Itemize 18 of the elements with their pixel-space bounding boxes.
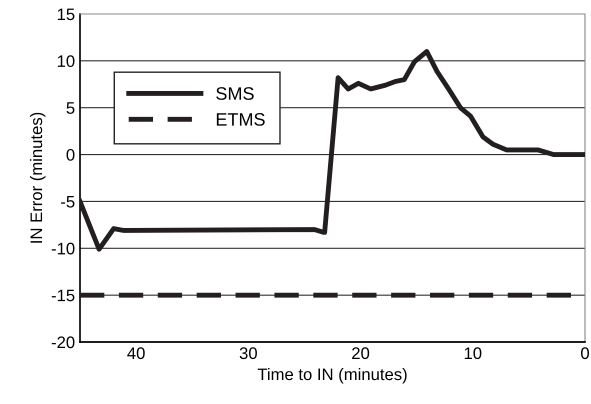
y-tick-label: -5 (61, 196, 74, 208)
y-tick-label: -20 (52, 336, 74, 348)
x-tick-label: 0 (581, 347, 589, 360)
y-tick-label: -10 (52, 242, 74, 254)
y-tick-label: 0 (66, 148, 74, 161)
x-axis-title: Time to IN (minutes) (258, 368, 407, 384)
x-tick-label: 40 (127, 347, 145, 360)
line-series (80, 49, 585, 252)
y-tick-label: 15 (58, 8, 74, 20)
legend-label: ETMS (216, 113, 265, 126)
legend-label: SMS (216, 87, 254, 100)
y-tick-label: 5 (66, 102, 74, 114)
y-tick-label: 10 (58, 55, 74, 68)
x-tick-label: 10 (464, 347, 482, 360)
y-tick-label: -15 (52, 290, 74, 302)
x-tick-label: 30 (240, 347, 257, 360)
x-tick-label: 20 (352, 347, 370, 360)
y-axis-title: IN Error (minutes) (30, 112, 46, 243)
